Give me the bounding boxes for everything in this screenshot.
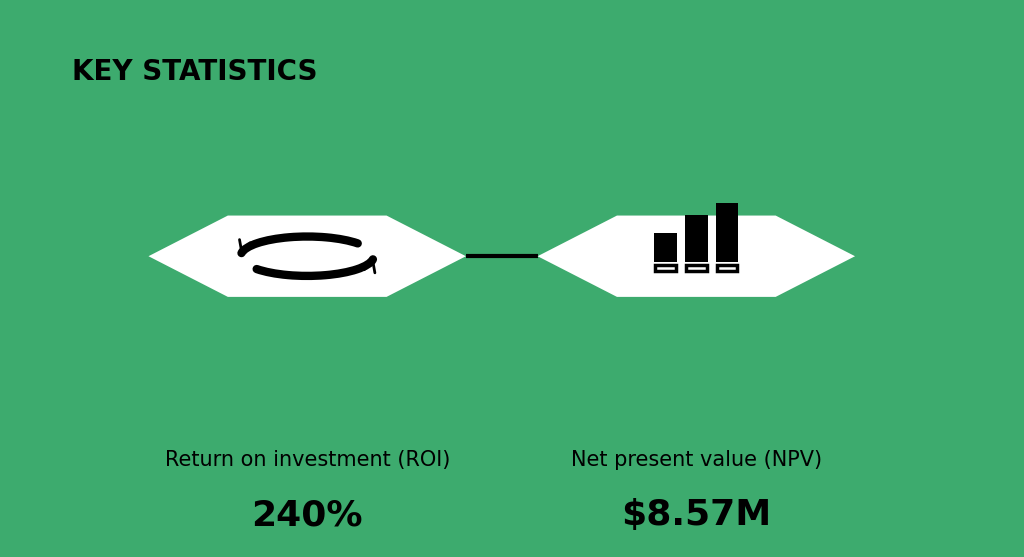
Text: $8.57M: $8.57M bbox=[622, 498, 771, 532]
Text: Net present value (NPV): Net present value (NPV) bbox=[570, 449, 822, 470]
Bar bbox=[654, 233, 677, 262]
Bar bbox=[685, 216, 708, 262]
Bar bbox=[717, 265, 737, 271]
Bar bbox=[655, 265, 676, 271]
Bar bbox=[716, 203, 738, 262]
Text: KEY STATISTICS: KEY STATISTICS bbox=[72, 58, 317, 86]
Polygon shape bbox=[538, 216, 855, 297]
Text: 240%: 240% bbox=[252, 498, 362, 532]
Bar bbox=[686, 265, 707, 271]
Text: Return on investment (ROI): Return on investment (ROI) bbox=[165, 449, 450, 470]
Polygon shape bbox=[148, 216, 466, 297]
